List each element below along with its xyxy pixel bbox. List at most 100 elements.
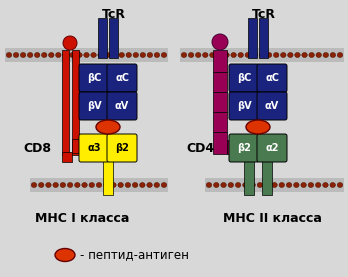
Ellipse shape bbox=[203, 53, 208, 58]
Ellipse shape bbox=[112, 53, 117, 58]
Ellipse shape bbox=[279, 183, 285, 188]
Ellipse shape bbox=[91, 53, 96, 58]
Bar bbox=[213, 132, 227, 154]
FancyBboxPatch shape bbox=[229, 92, 259, 120]
Ellipse shape bbox=[217, 53, 222, 58]
Text: - пептид-антиген: - пептид-антиген bbox=[80, 248, 189, 261]
Ellipse shape bbox=[238, 53, 244, 58]
Text: TcR: TcR bbox=[102, 7, 126, 20]
FancyBboxPatch shape bbox=[107, 64, 137, 92]
Bar bbox=[103, 160, 113, 195]
Text: βC: βC bbox=[237, 73, 251, 83]
Bar bbox=[259, 18, 268, 58]
Ellipse shape bbox=[266, 53, 272, 58]
Ellipse shape bbox=[224, 53, 229, 58]
Ellipse shape bbox=[111, 183, 116, 188]
Ellipse shape bbox=[84, 53, 89, 58]
Bar bbox=[213, 112, 227, 132]
Ellipse shape bbox=[154, 183, 159, 188]
Ellipse shape bbox=[214, 183, 219, 188]
Ellipse shape bbox=[98, 53, 103, 58]
FancyBboxPatch shape bbox=[257, 92, 287, 120]
Ellipse shape bbox=[63, 53, 68, 58]
Ellipse shape bbox=[221, 183, 226, 188]
Bar bbox=[30, 178, 168, 192]
Ellipse shape bbox=[196, 53, 201, 58]
Bar bbox=[248, 18, 257, 58]
Ellipse shape bbox=[337, 53, 343, 58]
Ellipse shape bbox=[96, 120, 120, 134]
Ellipse shape bbox=[280, 53, 286, 58]
Ellipse shape bbox=[206, 183, 212, 188]
Ellipse shape bbox=[140, 53, 145, 58]
Ellipse shape bbox=[323, 53, 329, 58]
Ellipse shape bbox=[228, 183, 234, 188]
Text: αV: αV bbox=[265, 101, 279, 111]
Ellipse shape bbox=[46, 183, 51, 188]
Ellipse shape bbox=[20, 53, 26, 58]
Bar bbox=[213, 72, 227, 92]
FancyBboxPatch shape bbox=[79, 134, 109, 162]
Ellipse shape bbox=[133, 53, 139, 58]
Text: αV: αV bbox=[115, 101, 129, 111]
Ellipse shape bbox=[6, 53, 12, 58]
Ellipse shape bbox=[181, 53, 187, 58]
Ellipse shape bbox=[302, 53, 307, 58]
Text: α2: α2 bbox=[265, 143, 279, 153]
Ellipse shape bbox=[103, 183, 109, 188]
Ellipse shape bbox=[286, 183, 292, 188]
Ellipse shape bbox=[41, 53, 47, 58]
Bar bbox=[262, 160, 272, 195]
Ellipse shape bbox=[315, 183, 321, 188]
Bar bbox=[244, 160, 254, 195]
Ellipse shape bbox=[55, 248, 75, 261]
Ellipse shape bbox=[77, 53, 82, 58]
Text: CD4: CD4 bbox=[186, 142, 214, 155]
Ellipse shape bbox=[126, 53, 132, 58]
Ellipse shape bbox=[330, 183, 335, 188]
Ellipse shape bbox=[259, 53, 265, 58]
Ellipse shape bbox=[235, 183, 241, 188]
Ellipse shape bbox=[294, 183, 299, 188]
Text: αC: αC bbox=[115, 73, 129, 83]
FancyBboxPatch shape bbox=[229, 134, 259, 162]
FancyBboxPatch shape bbox=[107, 134, 137, 162]
Ellipse shape bbox=[147, 53, 153, 58]
Ellipse shape bbox=[31, 183, 37, 188]
Text: β2: β2 bbox=[115, 143, 129, 153]
Bar bbox=[213, 92, 227, 112]
Ellipse shape bbox=[264, 183, 270, 188]
Text: βV: βV bbox=[87, 101, 101, 111]
Ellipse shape bbox=[105, 53, 110, 58]
Ellipse shape bbox=[309, 53, 314, 58]
Text: αC: αC bbox=[265, 73, 279, 83]
Ellipse shape bbox=[132, 183, 138, 188]
Ellipse shape bbox=[316, 53, 322, 58]
Bar bbox=[62, 152, 72, 162]
Ellipse shape bbox=[252, 53, 258, 58]
Ellipse shape bbox=[308, 183, 314, 188]
FancyBboxPatch shape bbox=[257, 64, 287, 92]
Bar bbox=[109, 18, 118, 58]
Ellipse shape bbox=[125, 183, 130, 188]
Text: CD8: CD8 bbox=[23, 142, 51, 155]
Ellipse shape bbox=[272, 183, 277, 188]
Bar bbox=[227, 140, 231, 154]
Ellipse shape bbox=[96, 183, 102, 188]
Ellipse shape bbox=[337, 183, 343, 188]
Ellipse shape bbox=[257, 183, 263, 188]
Bar bbox=[72, 139, 81, 153]
FancyBboxPatch shape bbox=[257, 134, 287, 162]
Ellipse shape bbox=[89, 183, 95, 188]
Ellipse shape bbox=[82, 183, 87, 188]
Text: МНС II класса: МНС II класса bbox=[223, 212, 322, 224]
Ellipse shape bbox=[330, 53, 336, 58]
Bar bbox=[180, 48, 344, 62]
Ellipse shape bbox=[246, 120, 270, 134]
Bar bbox=[213, 50, 227, 72]
Text: βV: βV bbox=[237, 101, 251, 111]
Text: βC: βC bbox=[87, 73, 101, 83]
Ellipse shape bbox=[161, 183, 167, 188]
Bar bbox=[62, 50, 69, 155]
Ellipse shape bbox=[140, 183, 145, 188]
